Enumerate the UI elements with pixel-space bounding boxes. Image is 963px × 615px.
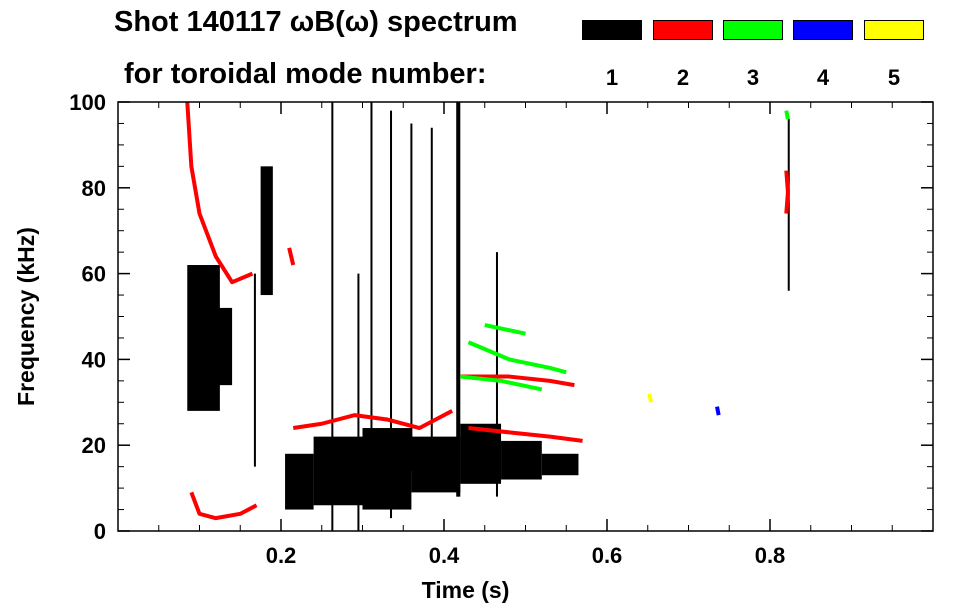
legend-label-mode-4: 4 [816,65,830,90]
mode-line-2 [292,409,454,431]
spectral-region-6 [460,423,502,484]
chart-title-line-2: for toroidal mode number: [124,58,487,90]
y-tick-label: 60 [82,262,106,287]
x-tick-label: 0.4 [429,543,460,568]
spectral-region-9 [260,166,273,296]
mode-line-7 [467,340,567,375]
legend-label-mode-2: 2 [676,65,690,90]
mode-line-12 [647,393,653,403]
legend-label-mode-1: 1 [605,65,619,90]
mode-line-0 [185,101,254,285]
x-tick-label: 0.6 [592,543,623,568]
spectral-region-2 [285,453,314,510]
spectral-region-3 [313,436,363,506]
mode-line-9 [484,323,526,336]
mode-line-10 [784,110,790,120]
legend-swatch-mode-4 [793,20,853,40]
y-axis-label: Frequency (kHz) [13,227,39,406]
mode-line-5 [784,170,790,214]
chart-title-line-1: Shot 140117 ωB(ω) spectrum [114,6,518,38]
legend-swatch-mode-3 [723,20,783,40]
y-tick-label: 20 [82,433,106,458]
mode-line-6 [460,374,575,388]
spectral-region-4 [362,428,412,510]
legend-label-mode-3: 3 [746,65,760,90]
legend-swatch-mode-5 [864,20,924,40]
y-tick-label: 100 [69,90,106,115]
x-tick-label: 0.2 [266,543,297,568]
spectral-region-7 [501,440,542,480]
y-tick-label: 40 [82,347,106,372]
mode-line-11 [715,406,721,416]
x-tick-label: 0.8 [755,543,786,568]
spectral-region-1 [191,307,233,386]
legend-label-mode-5: 5 [887,65,901,90]
y-tick-label: 0 [94,519,106,544]
legend-swatch-mode-1 [582,20,642,40]
legend-swatch-mode-2 [653,20,713,40]
y-tick-label: 80 [82,176,106,201]
spectral-region-5 [411,436,461,493]
plot-data-layer [185,101,790,531]
axis-tick-labels: 0.2 0.4 0.6 0.8 0 20 40 60 80 100 [69,90,785,568]
mode-line-1 [189,491,258,521]
spectral-region-10 [456,102,461,497]
mode-line-8 [460,374,543,392]
mode-line-4 [287,247,296,266]
spectral-region-8 [541,453,579,476]
mode-line-3 [468,426,583,443]
x-axis-label: Time (s) [422,577,510,603]
axis-ticks [118,101,933,532]
